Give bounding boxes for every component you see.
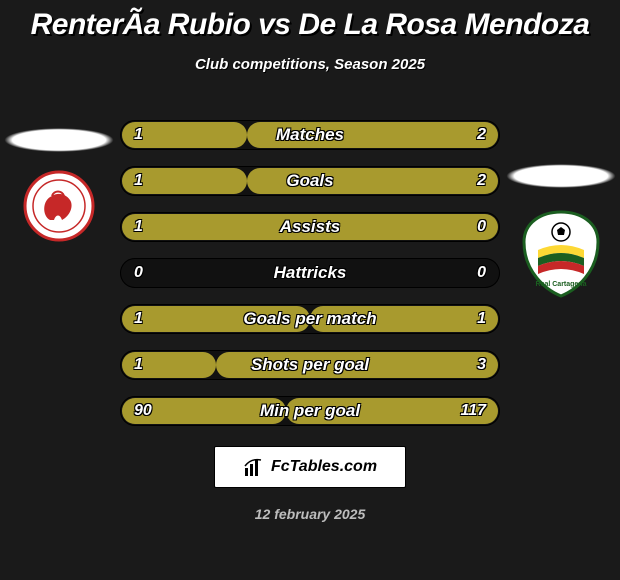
stat-row: 1 Goals 2 [120,166,500,196]
player-left-silhouette [4,128,114,152]
player-right-column: Real Cartagena [506,174,616,300]
chart-icon [243,456,265,478]
stat-value-right: 3 [477,350,486,380]
club-crest-right: Real Cartagena [514,206,608,300]
stat-row: 0 Hattricks 0 [120,258,500,288]
stat-value-right: 0 [477,258,486,288]
stat-name: Shots per goal [120,350,500,380]
svg-text:Real Cartagena: Real Cartagena [536,281,587,288]
player-left-column [4,128,114,264]
watermark-badge[interactable]: FcTables.com [214,446,406,488]
stat-value-right: 2 [477,120,486,150]
stat-row: 1 Shots per goal 3 [120,350,500,380]
stat-row: 1 Assists 0 [120,212,500,242]
date-label: 12 february 2025 [0,506,620,522]
stat-value-right: 1 [477,304,486,334]
stat-name: Assists [120,212,500,242]
stat-name: Min per goal [120,396,500,426]
stat-row: 1 Goals per match 1 [120,304,500,334]
comparison-infographic: RenterÃ­a Rubio vs De La Rosa Mendoza Cl… [0,0,620,580]
stat-name: Hattricks [120,258,500,288]
stat-value-right: 117 [460,396,486,426]
stat-value-right: 2 [477,166,486,196]
player-right-silhouette [506,164,616,188]
stat-value-right: 0 [477,212,486,242]
page-subtitle: Club competitions, Season 2025 [0,56,620,73]
stat-name: Goals [120,166,500,196]
stat-row: 90 Min per goal 117 [120,396,500,426]
stat-name: Goals per match [120,304,500,334]
stat-name: Matches [120,120,500,150]
watermark-text: FcTables.com [271,458,377,476]
stats-panel: 1 Matches 2 1 Goals 2 1 Assists 0 0 Hatt… [108,120,512,442]
club-crest-left [12,170,106,264]
page-title: RenterÃ­a Rubio vs De La Rosa Mendoza [0,0,620,42]
stat-row: 1 Matches 2 [120,120,500,150]
